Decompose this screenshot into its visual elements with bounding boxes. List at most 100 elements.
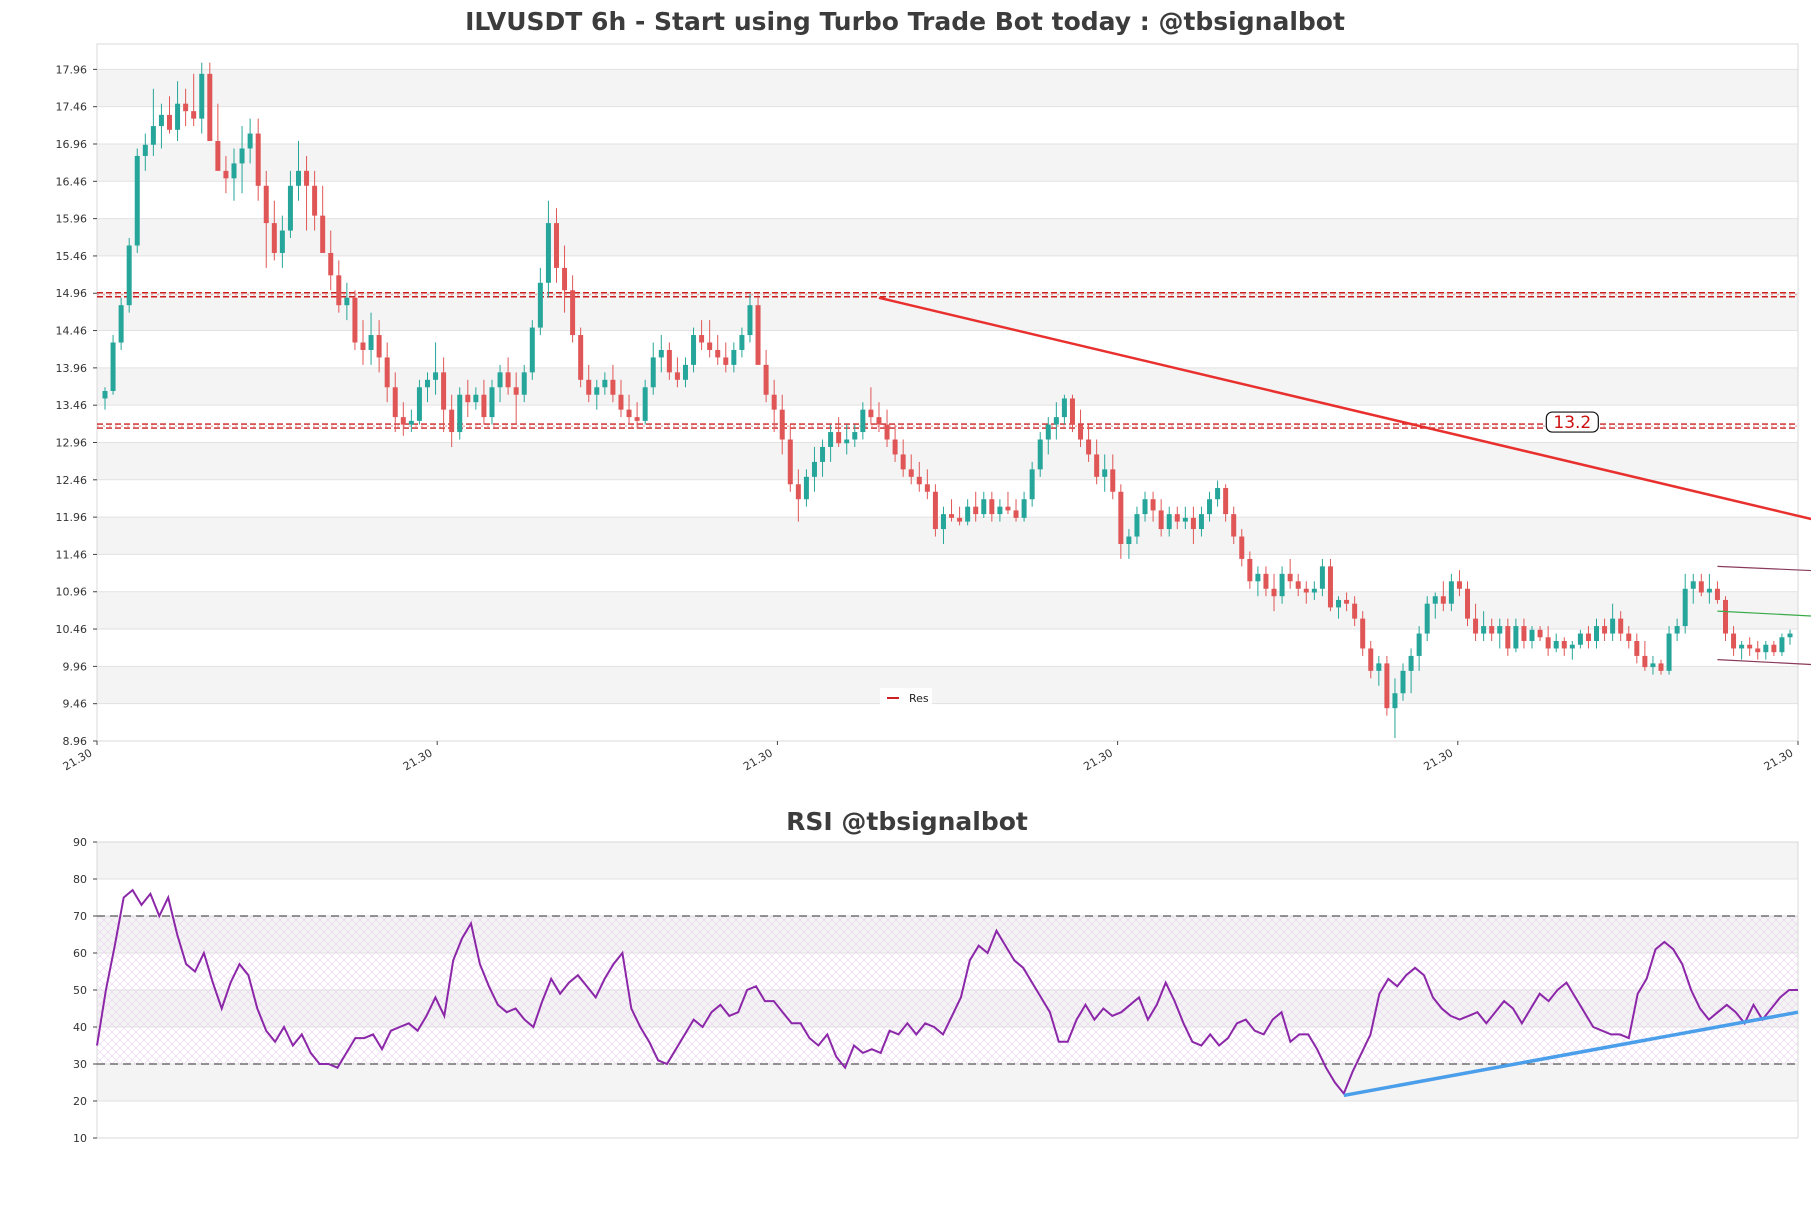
candle-body <box>997 506 1003 515</box>
candle-up <box>1182 506 1188 530</box>
candle-up <box>691 327 697 373</box>
candle-down <box>1069 394 1075 433</box>
candle-body <box>1682 588 1688 627</box>
candle-body <box>1771 644 1777 653</box>
candle-up <box>940 506 946 544</box>
candle-down <box>1271 573 1277 612</box>
candle-body <box>1271 588 1277 597</box>
candle-body <box>1723 599 1729 634</box>
candle-up <box>134 148 140 253</box>
candle-body <box>433 372 439 380</box>
rsi-y-tick-label: 40 <box>73 1021 87 1034</box>
candle-down <box>779 394 785 455</box>
candle-up <box>110 335 116 395</box>
candle-down <box>1384 655 1390 716</box>
main-band <box>97 591 1798 630</box>
candle-up <box>1037 432 1043 477</box>
candle-body <box>1674 626 1680 634</box>
candle-body <box>1255 573 1261 582</box>
candle-body <box>1086 439 1092 455</box>
main-band <box>97 442 1798 480</box>
candle-down <box>1223 484 1229 522</box>
candlestick-series <box>102 62 1793 739</box>
candle-body <box>949 514 955 518</box>
candle-body <box>1561 641 1567 649</box>
candle-up <box>1787 629 1793 645</box>
candle-down <box>1344 592 1350 612</box>
candle-down <box>505 357 511 395</box>
candle-down <box>465 379 471 418</box>
candle-down <box>634 402 640 429</box>
candle-down <box>1150 491 1156 522</box>
candle-body <box>707 342 713 350</box>
main-y-tick-label: 11.96 <box>56 511 88 524</box>
candle-up <box>489 379 495 425</box>
candle-body <box>1473 618 1479 634</box>
candle-body <box>989 499 995 515</box>
candle-body <box>1344 599 1350 604</box>
candle-body <box>820 446 826 462</box>
candle-down <box>699 320 705 350</box>
main-grid-bands <box>97 68 1798 705</box>
candle-body <box>876 417 882 425</box>
main-y-tick-label: 17.46 <box>56 101 88 114</box>
rsi-y-tick-label: 60 <box>73 947 87 960</box>
candle-down <box>1303 581 1309 604</box>
candle-down <box>1618 611 1624 642</box>
candle-body <box>1303 588 1309 593</box>
rsi-band <box>97 842 1798 879</box>
candle-down <box>868 387 874 425</box>
candle-body <box>1207 499 1213 515</box>
candle-body <box>1755 648 1761 653</box>
candle-up <box>594 379 600 410</box>
candle-body <box>1481 626 1487 634</box>
candle-body <box>1497 626 1503 634</box>
candle-down <box>1771 641 1777 656</box>
candle-down <box>787 424 793 492</box>
candle-down <box>1360 611 1366 656</box>
candle-down <box>384 342 390 403</box>
candle-body <box>521 372 527 395</box>
candle-body <box>916 476 922 485</box>
candle-down <box>876 402 882 433</box>
candle-body <box>634 417 640 421</box>
candle-body <box>868 409 874 418</box>
candle-body <box>1287 573 1293 582</box>
candle-up <box>1594 618 1600 649</box>
candle-up <box>852 424 858 447</box>
candle-body <box>1505 626 1511 649</box>
candle-body <box>1279 573 1285 597</box>
candle-up <box>1198 506 1204 537</box>
candle-body <box>352 297 358 343</box>
candle-body <box>1069 398 1075 425</box>
candle-up <box>497 364 503 403</box>
candle-up <box>175 81 181 142</box>
rsi-y-axis: 90 80 70 60 50 40 30 20 10 <box>73 836 97 1145</box>
candle-up <box>1336 596 1342 619</box>
candle-up <box>118 297 124 350</box>
candle-down <box>263 170 269 268</box>
candle-body <box>578 335 584 380</box>
candle-down <box>1239 529 1245 567</box>
candle-up <box>642 379 648 425</box>
candle-down <box>1714 581 1720 604</box>
candle-body <box>142 144 148 156</box>
candle-up <box>1610 603 1616 642</box>
channel-lower-line <box>1717 659 1811 666</box>
candle-body <box>1190 517 1196 530</box>
candle-body <box>1763 644 1769 653</box>
candle-body <box>207 73 213 142</box>
candle-body <box>1198 514 1204 530</box>
candle-body <box>328 252 334 276</box>
candle-up <box>1102 454 1108 492</box>
candle-body <box>626 409 632 418</box>
candle-up <box>126 238 132 313</box>
rsi-y-tick-label: 10 <box>73 1132 87 1145</box>
candle-down <box>1013 499 1019 522</box>
candle-up <box>997 499 1003 522</box>
candle-down <box>1585 626 1591 649</box>
candle-down <box>513 372 519 425</box>
candle-up <box>1690 573 1696 604</box>
candle-up <box>521 364 527 403</box>
candle-body <box>134 155 140 246</box>
